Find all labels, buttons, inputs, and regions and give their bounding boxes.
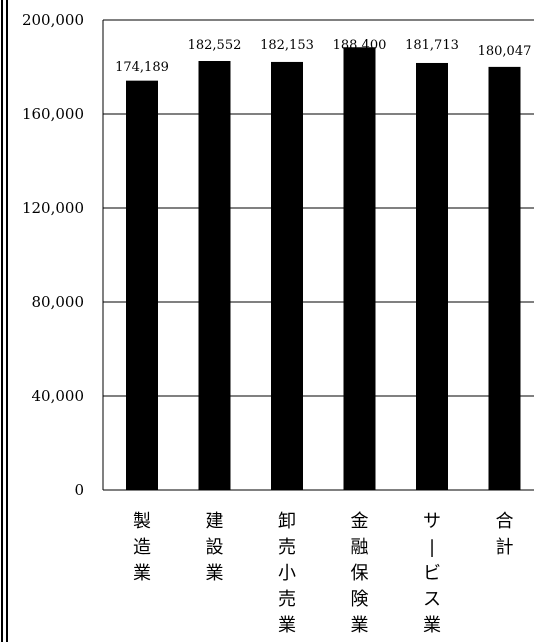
bars	[126, 47, 521, 490]
category-label: 製造業	[133, 511, 151, 584]
gridlines	[103, 19, 534, 397]
y-tick-label: 40,000	[32, 387, 85, 405]
category-label: 合計	[496, 511, 514, 558]
data-label: 181,713	[405, 38, 459, 53]
left-frame-outer	[1, 0, 3, 642]
category-label: 金融保険業	[351, 511, 369, 636]
y-axis-ticks: 0 40,000 80,000 120,000 160,000 200,000	[22, 11, 84, 499]
data-label: 182,153	[260, 38, 314, 53]
y-tick-label: 80,000	[32, 293, 85, 311]
y-tick-label: 160,000	[22, 105, 84, 123]
data-label: 180,047	[478, 44, 532, 59]
data-label: 182,552	[188, 38, 242, 53]
bar	[126, 80, 158, 490]
bar	[416, 62, 448, 490]
y-tick-label: 200,000	[22, 11, 84, 29]
data-label: 188,400	[333, 38, 387, 53]
bar	[343, 47, 376, 490]
y-tick-label: 0	[74, 481, 84, 499]
category-labels: 製造業 建設業 卸売小売業 金融保険業 サ|ビス業 合計	[133, 511, 514, 636]
bar	[198, 61, 231, 490]
bar	[488, 66, 521, 490]
category-label: サ|ビス業	[423, 511, 441, 636]
category-label: 卸売小売業	[278, 511, 296, 636]
data-labels: 174,189 182,552 182,153 188,400 181,713 180,0…	[115, 38, 531, 75]
category-label: 建設業	[206, 511, 224, 584]
bar	[271, 61, 303, 490]
data-label: 174,189	[115, 60, 169, 75]
y-tick-label: 120,000	[22, 199, 84, 217]
left-frame-inner	[6, 0, 8, 642]
